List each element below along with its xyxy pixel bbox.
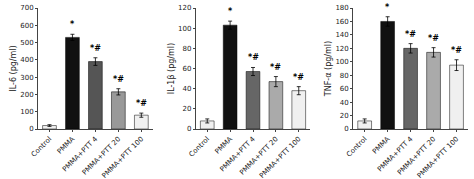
svg-text:20: 20 [340,112,349,120]
svg-text:PMMA: PMMA [371,135,392,156]
svg-text:600: 600 [20,22,33,30]
svg-text:60: 60 [182,65,191,73]
svg-text:700: 700 [20,4,33,12]
svg-text:IL-6 (pg/ml): IL-6 (pg/ml) [9,45,18,91]
svg-text:PMMA: PMMA [213,135,234,156]
svg-text:TNF-α (pg/ml): TNF-α (pg/ml) [324,41,333,97]
svg-text:*#: *# [451,46,462,55]
svg-text:PMMA+PTT 4: PMMA+PTT 4 [376,135,415,174]
svg-text:120: 120 [335,45,348,53]
svg-text:180: 180 [335,4,348,12]
svg-text:120: 120 [178,4,191,12]
svg-text:*#: *# [136,99,147,108]
svg-text:100: 100 [335,58,348,66]
svg-text:400: 400 [20,56,33,64]
svg-text:*: * [70,20,75,29]
svg-text:60: 60 [340,85,349,93]
svg-text:PMMA+PTT 4: PMMA+PTT 4 [61,135,100,174]
svg-text:*#: *# [248,53,259,62]
svg-text:200: 200 [20,91,33,99]
svg-text:PMMA+PTT 20: PMMA+PTT 20 [238,135,280,177]
svg-text:PMMA+PTT 100: PMMA+PTT 100 [258,135,303,179]
svg-text:500: 500 [20,39,33,47]
svg-text:160: 160 [335,18,348,26]
svg-text:Control: Control [345,135,369,159]
svg-text:0: 0 [29,125,33,133]
svg-text:140: 140 [335,31,348,39]
svg-text:IL-1β (pg/ml): IL-1β (pg/ml) [167,43,176,94]
svg-text:80: 80 [340,72,349,80]
svg-text:PMMA+PTT 20: PMMA+PTT 20 [81,135,123,177]
svg-text:100: 100 [178,25,191,33]
svg-text:20: 20 [182,105,191,113]
svg-text:80: 80 [182,45,191,53]
svg-text:PMMA: PMMA [56,135,77,156]
svg-text:*#: *# [293,73,304,82]
svg-text:*#: *# [428,34,439,43]
svg-text:40: 40 [182,85,191,93]
svg-text:Control: Control [188,135,212,159]
svg-text:PMMA+PTT 100: PMMA+PTT 100 [416,135,461,179]
svg-text:0: 0 [344,125,348,133]
svg-text:*#: *# [405,30,416,39]
svg-text:PMMA+PTT 20: PMMA+PTT 20 [396,135,438,177]
svg-text:0: 0 [187,125,191,133]
svg-text:*#: *# [270,63,281,72]
svg-text:PMMA+PTT 100: PMMA+PTT 100 [101,135,146,179]
svg-text:Control: Control [30,135,54,159]
svg-text:*#: *# [90,44,101,53]
svg-text:PMMA+PTT 4: PMMA+PTT 4 [218,135,257,174]
svg-text:40: 40 [340,99,349,107]
svg-text:300: 300 [20,74,33,82]
svg-text:100: 100 [20,108,33,116]
svg-text:*#: *# [113,75,124,84]
svg-text:*: * [385,3,390,12]
svg-text:*: * [228,7,233,16]
